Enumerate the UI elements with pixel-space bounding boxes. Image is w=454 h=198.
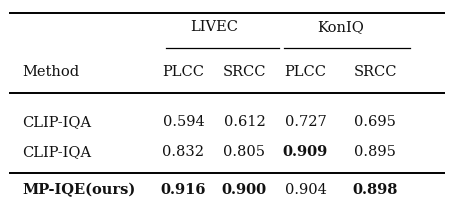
Text: CLIP-IQA: CLIP-IQA bbox=[22, 145, 91, 159]
Text: Method: Method bbox=[22, 65, 79, 79]
Text: 0.895: 0.895 bbox=[354, 145, 396, 159]
Text: 0.904: 0.904 bbox=[285, 183, 326, 197]
Text: MP-IQE(ours): MP-IQE(ours) bbox=[22, 183, 135, 197]
Text: SRCC: SRCC bbox=[222, 65, 266, 79]
Text: 0.805: 0.805 bbox=[223, 145, 266, 159]
Text: PLCC: PLCC bbox=[163, 65, 204, 79]
Text: 0.832: 0.832 bbox=[163, 145, 204, 159]
Text: 0.695: 0.695 bbox=[354, 115, 396, 129]
Text: SRCC: SRCC bbox=[353, 65, 397, 79]
Text: CLIP-IQA: CLIP-IQA bbox=[22, 115, 91, 129]
Text: 0.916: 0.916 bbox=[161, 183, 206, 197]
Text: 0.900: 0.900 bbox=[222, 183, 267, 197]
Text: 0.727: 0.727 bbox=[285, 115, 326, 129]
Text: 0.594: 0.594 bbox=[163, 115, 204, 129]
Text: LIVEC: LIVEC bbox=[190, 20, 238, 34]
Text: PLCC: PLCC bbox=[285, 65, 326, 79]
Text: 0.612: 0.612 bbox=[223, 115, 265, 129]
Text: KonIQ: KonIQ bbox=[317, 20, 364, 34]
Text: 0.898: 0.898 bbox=[352, 183, 398, 197]
Text: 0.909: 0.909 bbox=[283, 145, 328, 159]
